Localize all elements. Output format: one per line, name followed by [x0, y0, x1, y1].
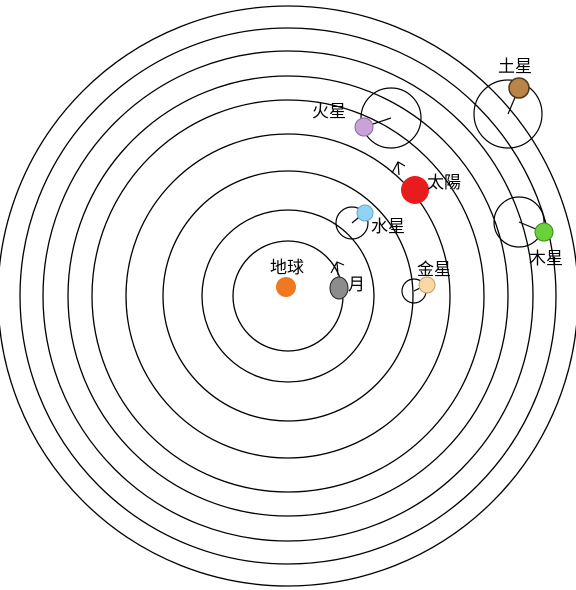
mars-dot: [354, 117, 374, 137]
saturn-dot: [508, 77, 530, 99]
moon-dot: [329, 276, 349, 300]
label-mercury: 水星: [371, 217, 405, 237]
sun-dot: [401, 176, 429, 204]
label-sun: 太陽: [427, 173, 461, 193]
earth-dot: [276, 277, 296, 297]
epicycle-saturn: [473, 79, 543, 149]
direction-marks: [330, 161, 406, 276]
orbit-6: [67, 75, 509, 517]
orbit-9: [0, 5, 576, 587]
label-earth: 地球: [270, 258, 304, 278]
bodies: [276, 77, 554, 300]
label-mars: 火星: [312, 102, 346, 122]
orbits: [0, 5, 576, 587]
orbit-2: [201, 209, 375, 383]
orbit-7: [42, 50, 534, 542]
venus-dot: [418, 276, 436, 294]
orbit-3: [162, 170, 414, 422]
label-moon: 月: [348, 275, 365, 295]
label-saturn: 土星: [498, 57, 532, 77]
label-venus: 金星: [417, 260, 451, 280]
orbit-8: [19, 27, 557, 565]
sun-direction-mark: [391, 161, 406, 176]
epicycle-mercury: [335, 206, 369, 240]
orbit-4: [125, 133, 451, 459]
jupiter-dot: [534, 222, 554, 242]
orbit-5: [91, 99, 485, 493]
labels: 地球 月 水星 金星 太陽 火星 木星 土星: [270, 57, 563, 295]
mercury-dot: [356, 204, 374, 222]
epicycle-jupiter: [493, 196, 545, 248]
label-jupiter: 木星: [529, 249, 563, 269]
moon-direction-mark: [330, 261, 345, 276]
